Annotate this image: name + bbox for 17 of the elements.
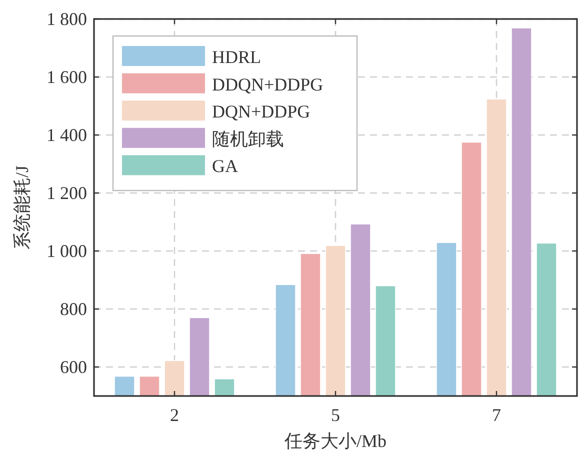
y-tick-label: 600: [60, 357, 87, 377]
y-tick-label: 1 200: [46, 183, 87, 203]
legend-label: GA: [212, 156, 238, 176]
y-axis-title: 系统能耗/J: [12, 165, 32, 250]
y-tick-label: 1 000: [46, 241, 87, 261]
x-tick-label: 2: [170, 405, 179, 425]
y-tick-label: 800: [60, 299, 87, 319]
legend-label: 随机卸载: [212, 128, 284, 149]
y-tick-label: 1 800: [46, 9, 87, 29]
y-tick-label: 1 400: [46, 125, 87, 145]
legend-label: HDRL: [212, 47, 261, 67]
x-tick-label: 5: [331, 405, 340, 425]
legend-label: DQN+DDPG: [212, 102, 310, 122]
x-tick-label: 7: [492, 405, 501, 425]
legend-label: DDQN+DDPG: [212, 74, 324, 94]
x-axis-title: 任务大小/Mb: [283, 431, 387, 451]
y-tick-label: 1 600: [46, 67, 87, 87]
